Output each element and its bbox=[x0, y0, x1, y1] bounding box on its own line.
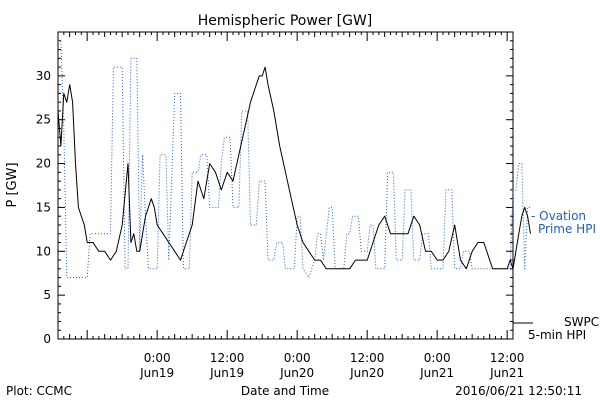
footer-plot-credit: Plot: CCMC bbox=[6, 384, 72, 398]
x-tick-label: 12:00 bbox=[350, 351, 385, 365]
x-tick-label: 0:00 bbox=[284, 351, 311, 365]
x-axis-label: Date and Time bbox=[241, 384, 329, 398]
y-tick-label: 0 bbox=[43, 332, 51, 346]
footer-timestamp: 2016/06/21 12:50:11 bbox=[455, 384, 582, 398]
x-tick-sublabel: Jun20 bbox=[349, 366, 384, 380]
x-tick-sublabel: Jun19 bbox=[139, 366, 174, 380]
chart-title: Hemispheric Power [GW] bbox=[198, 13, 373, 29]
legend-swpc: SWPC 5-min HPI bbox=[513, 315, 599, 342]
x-tick-sublabel: Jun20 bbox=[279, 366, 314, 380]
x-tick-label: 0:00 bbox=[144, 351, 171, 365]
x-tick-label: 12:00 bbox=[210, 351, 245, 365]
legend-ovation: - Ovation Prime HPI bbox=[531, 209, 596, 236]
legend-swpc-line1: SWPC bbox=[564, 315, 599, 329]
x-axis: 0:00Jun1912:00Jun190:00Jun2012:00Jun200:… bbox=[57, 32, 525, 380]
y-tick-label: 5 bbox=[43, 288, 51, 302]
legend-ovation-line1: - Ovation bbox=[531, 209, 586, 223]
y-axis: 0 5 10 15 20 25 30 bbox=[36, 31, 513, 346]
x-tick-sublabel: Jun21 bbox=[489, 366, 524, 380]
x-tick-sublabel: Jun19 bbox=[209, 366, 244, 380]
x-tick-label: 0:00 bbox=[424, 351, 451, 365]
y-axis-label: P [GW] bbox=[5, 162, 20, 207]
legend-ovation-line2: Prime HPI bbox=[538, 222, 596, 236]
y-tick-label: 10 bbox=[36, 244, 51, 258]
y-tick-label: 25 bbox=[36, 113, 51, 127]
y-tick-label: 15 bbox=[36, 200, 51, 214]
x-tick-sublabel: Jun21 bbox=[419, 366, 454, 380]
series-swpc-line bbox=[57, 66, 531, 270]
series-ovation-line bbox=[58, 40, 531, 279]
y-tick-label: 30 bbox=[36, 69, 51, 83]
legend-swpc-line2: 5-min HPI bbox=[528, 328, 586, 342]
x-tick-label: 12:00 bbox=[490, 351, 525, 365]
y-tick-label: 20 bbox=[36, 157, 51, 171]
series-layer bbox=[57, 40, 531, 279]
